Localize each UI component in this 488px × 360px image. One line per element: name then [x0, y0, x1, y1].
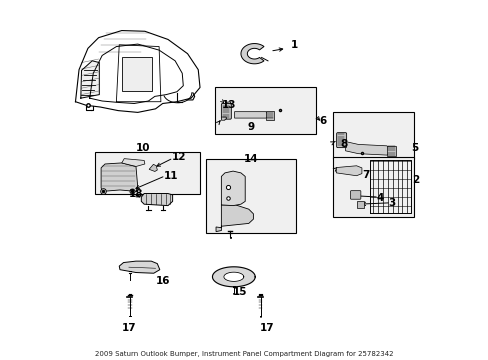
- Text: 15: 15: [232, 287, 247, 297]
- Polygon shape: [234, 112, 268, 118]
- Text: 1: 1: [290, 40, 297, 50]
- Text: 10: 10: [136, 143, 150, 153]
- Bar: [206, 159, 296, 233]
- Text: 11: 11: [164, 171, 179, 181]
- Text: 12: 12: [171, 152, 185, 162]
- Polygon shape: [141, 194, 172, 206]
- Polygon shape: [225, 102, 230, 109]
- Bar: [95, 152, 200, 194]
- FancyBboxPatch shape: [350, 191, 360, 199]
- Polygon shape: [336, 166, 361, 176]
- Text: 17: 17: [122, 323, 136, 333]
- Text: 2: 2: [411, 175, 418, 185]
- Polygon shape: [119, 261, 160, 273]
- FancyBboxPatch shape: [386, 146, 395, 156]
- Text: 3: 3: [388, 198, 395, 208]
- Polygon shape: [216, 205, 253, 231]
- Polygon shape: [241, 44, 264, 64]
- Text: 16: 16: [156, 276, 170, 287]
- Polygon shape: [345, 141, 389, 155]
- Text: 14: 14: [244, 154, 259, 164]
- FancyBboxPatch shape: [336, 133, 346, 148]
- FancyBboxPatch shape: [356, 201, 364, 208]
- FancyBboxPatch shape: [221, 103, 231, 119]
- Text: 2009 Saturn Outlook Bumper, Instrument Panel Compartment Diagram for 25782342: 2009 Saturn Outlook Bumper, Instrument P…: [95, 351, 393, 357]
- Text: 4: 4: [376, 193, 384, 203]
- Polygon shape: [122, 159, 144, 166]
- Bar: [215, 87, 315, 134]
- Bar: [332, 157, 413, 217]
- Polygon shape: [224, 272, 244, 282]
- Text: 8: 8: [340, 139, 347, 149]
- Text: 17: 17: [259, 323, 274, 333]
- Text: 13: 13: [222, 100, 236, 110]
- FancyBboxPatch shape: [265, 111, 273, 120]
- Polygon shape: [212, 267, 255, 287]
- Polygon shape: [101, 163, 138, 192]
- Bar: [122, 57, 152, 91]
- Text: 6: 6: [319, 116, 326, 126]
- Text: 7: 7: [361, 170, 368, 180]
- Text: 18: 18: [128, 189, 143, 198]
- Polygon shape: [221, 171, 244, 206]
- Polygon shape: [81, 61, 99, 98]
- Text: 5: 5: [411, 143, 418, 153]
- Bar: [333, 112, 413, 159]
- Polygon shape: [221, 117, 226, 120]
- Polygon shape: [149, 165, 157, 171]
- Text: 9: 9: [247, 122, 254, 132]
